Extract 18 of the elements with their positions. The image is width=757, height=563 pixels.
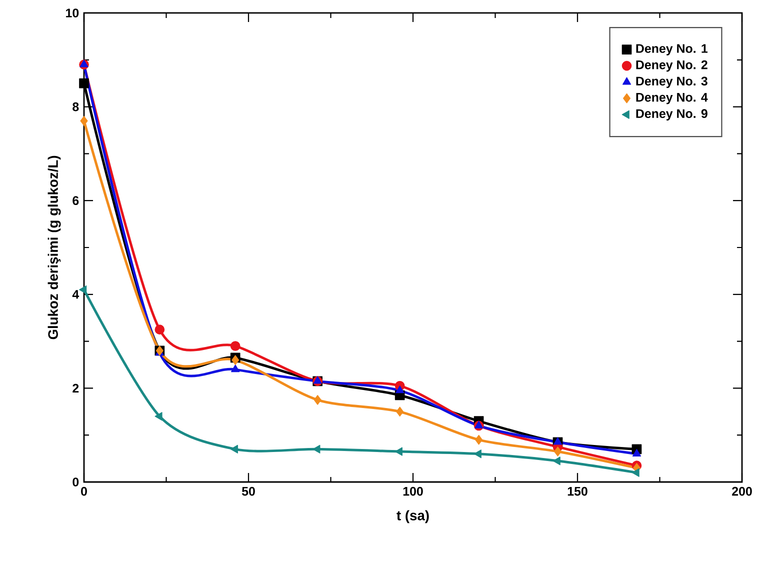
x-tick-label: 100: [403, 486, 423, 496]
x-tick-label: 150: [568, 486, 588, 496]
x-tick-label: 50: [242, 486, 255, 496]
x-axis-title: t (sa): [396, 510, 429, 524]
x-tick-label: 0: [81, 486, 87, 496]
y-tick-label: 0: [72, 478, 79, 486]
y-tick-label: 4: [72, 290, 80, 299]
y-axis-title: Glukoz derişimi (g glukoz/L): [48, 156, 61, 340]
y-tick-label: 10: [66, 8, 79, 18]
legend-label: Deney No. 4: [636, 93, 708, 104]
legend-label: Deney No. 3: [636, 76, 708, 88]
y-tick-label: 2: [72, 384, 79, 393]
legend-label: Deney No. 2: [636, 60, 708, 72]
legend-label: Deney No. 1: [636, 44, 708, 56]
x-tick-label: 200: [732, 486, 752, 496]
legend-label: Deney No. 9: [636, 109, 708, 120]
y-tick-label: 8: [72, 102, 79, 112]
y-tick-label: 6: [72, 196, 79, 206]
